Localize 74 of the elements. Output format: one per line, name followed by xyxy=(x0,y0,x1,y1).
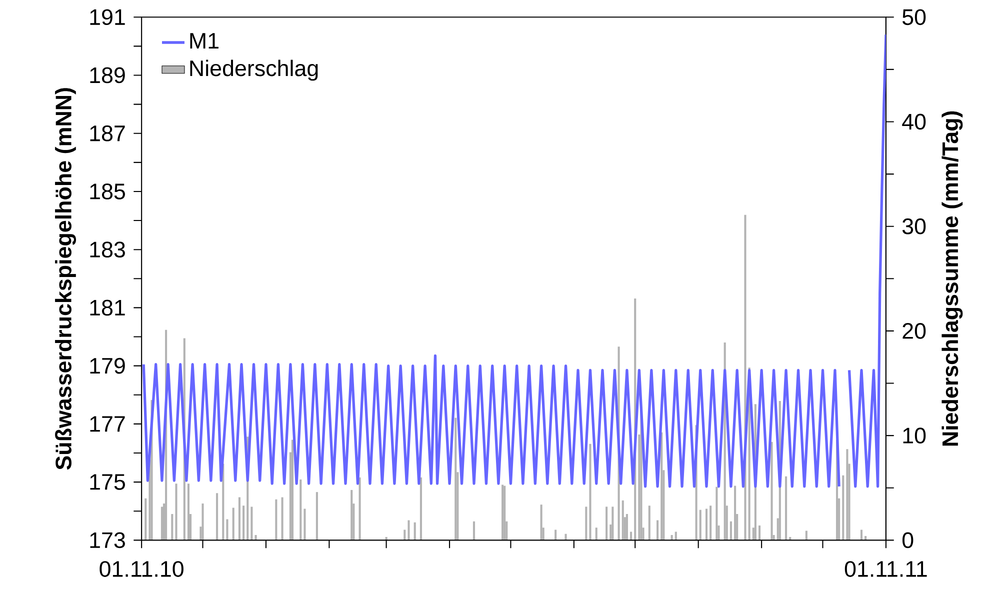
y-tick-label: 175 xyxy=(90,474,125,490)
bar xyxy=(420,477,422,540)
bar xyxy=(242,506,245,540)
bar xyxy=(414,522,416,540)
bar xyxy=(785,476,788,540)
x-tick-label: 01.11.11 xyxy=(844,561,927,577)
bar xyxy=(710,506,712,540)
bar xyxy=(232,508,234,540)
bar xyxy=(699,510,702,540)
y2-tick-label: 10 xyxy=(903,428,926,444)
legend-label: M1 xyxy=(190,33,218,49)
y-tick-label: 181 xyxy=(90,300,125,316)
y-tick-label: 187 xyxy=(90,125,125,142)
bar xyxy=(846,449,848,540)
bar xyxy=(648,506,650,540)
y-tick-label: 191 xyxy=(90,9,125,26)
bar xyxy=(171,514,174,540)
bar xyxy=(660,432,663,540)
bar xyxy=(860,530,863,540)
bar xyxy=(216,493,218,540)
y2-tick-label: 50 xyxy=(902,9,926,26)
bar xyxy=(275,499,278,540)
bar xyxy=(144,498,147,540)
bar xyxy=(350,490,353,540)
bar xyxy=(656,520,659,540)
bar xyxy=(202,504,204,540)
y-tick-label: 189 xyxy=(90,67,125,84)
y-axis-title: Süßwasserdruckspiegelhöhe (mNN) xyxy=(55,88,76,470)
bar xyxy=(842,475,844,540)
bar xyxy=(175,484,178,540)
bar xyxy=(612,506,614,540)
bar xyxy=(622,500,624,540)
bar xyxy=(291,440,294,540)
y-tick-label: 185 xyxy=(90,184,125,200)
bar xyxy=(585,506,588,540)
bar xyxy=(300,479,302,540)
bar xyxy=(304,508,306,540)
bar xyxy=(187,484,190,540)
y-tick-label: 177 xyxy=(90,416,125,432)
bar xyxy=(504,486,506,540)
bar xyxy=(472,521,476,540)
bar xyxy=(595,528,598,540)
bar xyxy=(160,506,163,540)
bar xyxy=(454,418,457,540)
y2-tick-label: 0 xyxy=(902,532,914,548)
bar xyxy=(734,486,736,540)
y2-tick-label: 20 xyxy=(902,323,926,339)
x-tick-label: 01.11.10 xyxy=(100,561,184,577)
y-tick-label: 179 xyxy=(90,358,125,374)
bar xyxy=(705,508,708,540)
bar xyxy=(554,530,557,540)
bar xyxy=(502,484,504,540)
bar xyxy=(540,504,542,540)
bar xyxy=(716,486,718,540)
bar xyxy=(238,497,240,540)
bar xyxy=(589,444,592,540)
bar xyxy=(408,520,410,540)
bar xyxy=(770,442,773,540)
bar xyxy=(730,521,732,540)
bar xyxy=(758,526,761,540)
bar xyxy=(226,519,228,540)
bar xyxy=(281,497,284,540)
y2-tick-label: 30 xyxy=(902,218,926,234)
y-tick-label: 183 xyxy=(90,242,125,258)
y2-axis-title: Niederschlagssumme (mm/Tag) xyxy=(942,111,963,446)
y-tick-label: 173 xyxy=(90,532,125,548)
bar xyxy=(606,506,608,540)
bar xyxy=(626,514,628,540)
bar xyxy=(250,506,253,540)
y2-tick-label: 40 xyxy=(902,114,926,130)
legend-label: Niederschlag xyxy=(190,60,318,81)
bar xyxy=(358,477,361,540)
bar xyxy=(404,530,406,540)
bar xyxy=(316,492,318,540)
